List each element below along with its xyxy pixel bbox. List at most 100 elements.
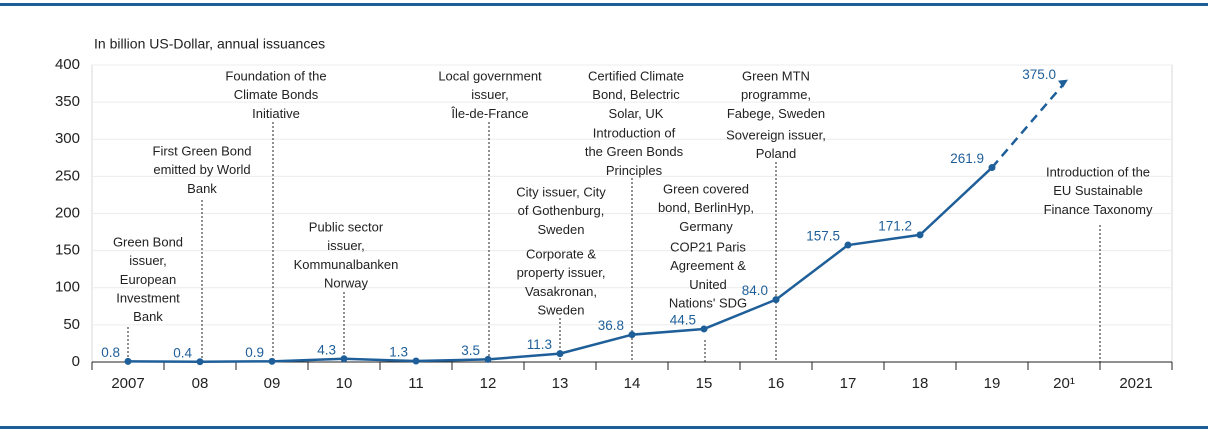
annotation-text: Green Bond: [113, 234, 183, 249]
annotation-text: Introduction of: [593, 125, 676, 140]
line-segment: [703, 298, 777, 331]
point: [196, 358, 204, 366]
x-tick-label: 16: [768, 375, 785, 392]
annotation-text: United: [689, 277, 727, 292]
x-tick-label: 14: [624, 375, 641, 392]
point: [268, 357, 276, 365]
line-segment: [343, 357, 417, 363]
annotation-text: Île-de-France: [450, 106, 528, 121]
annotation-text: emitted by World: [153, 162, 250, 177]
annotation-text: Agreement &: [670, 258, 746, 273]
point: [628, 331, 636, 339]
value-label: 375.0: [1022, 67, 1056, 82]
x-tick-label: 18: [912, 375, 929, 392]
y-tick-label: 50: [63, 316, 80, 333]
annotation-text: Sovereign issuer,: [726, 127, 826, 142]
value-label: 4.3: [317, 342, 336, 357]
line-segment: [559, 333, 633, 355]
value-label: 171.2: [878, 218, 912, 233]
line-segment: [271, 357, 345, 363]
x-tick-label: 17: [840, 375, 857, 392]
annotation-text: Sweden: [538, 222, 585, 237]
point: [916, 231, 924, 239]
value-label: 36.8: [598, 318, 624, 333]
annotation-text: property issuer,: [517, 265, 606, 280]
point: [556, 350, 564, 358]
annotation-text: Green covered: [663, 181, 749, 196]
y-tick-label: 350: [55, 93, 80, 110]
annotation-text: COP21 Paris: [670, 239, 746, 254]
annotation-text: Climate Bonds: [234, 87, 319, 102]
point: [700, 325, 708, 333]
y-tick-label: 300: [55, 130, 80, 147]
annotation-text: the Green Bonds: [585, 144, 684, 159]
axis-label: In billion US-Dollar, annual issuances: [94, 36, 325, 52]
annotation-text: Poland: [756, 146, 796, 161]
y-tick-label: 100: [55, 279, 80, 296]
annotation-text: Bank: [133, 309, 163, 324]
annotation-text: Certified Climate: [588, 68, 684, 83]
point: [340, 355, 348, 363]
x-tick-label: 08: [192, 375, 209, 392]
annotation-text: Corporate &: [526, 246, 596, 261]
annotation-text: programme,: [741, 87, 811, 102]
x-tick-label: 2007: [111, 375, 144, 392]
annotation-text: European: [120, 272, 176, 287]
annotation-text: Investment: [116, 291, 180, 306]
annotation-text: Norway: [324, 276, 369, 291]
x-tick-label: 13: [552, 375, 569, 392]
annotation-text: City issuer, City: [516, 184, 606, 199]
annotation-text: Green MTN: [742, 68, 810, 83]
x-tick-label: 19: [984, 375, 1001, 392]
value-label: 0.9: [245, 345, 264, 360]
x-tick-label: 12: [480, 375, 497, 392]
annotation-text: Introduction of the: [1046, 164, 1150, 179]
point: [988, 164, 996, 172]
value-label: 0.4: [173, 345, 192, 360]
y-tick-label: 250: [55, 167, 80, 184]
point: [772, 296, 780, 304]
x-tick-label: 2021: [1119, 375, 1152, 392]
annotation-text: Bond, Belectric: [592, 87, 680, 102]
top-rule: [0, 3, 1208, 6]
y-tick-label: 0: [72, 353, 80, 370]
value-label: 261.9: [950, 151, 984, 166]
line-segment: [487, 352, 561, 361]
annotation-text: Local government: [438, 68, 542, 83]
annotation-text: Solar, UK: [609, 106, 664, 121]
line-segment: [847, 233, 921, 247]
point: [484, 355, 492, 363]
y-tick-label: 150: [55, 242, 80, 259]
annotation-text: issuer,: [327, 238, 365, 253]
annotation-text: Germany: [679, 219, 733, 234]
line-segment: [775, 244, 849, 301]
value-label: 3.5: [461, 343, 480, 358]
value-label: 1.3: [389, 345, 408, 360]
annotation-text: issuer,: [129, 253, 167, 268]
annotation-text: EU Sustainable: [1053, 183, 1143, 198]
x-tick-label: 20¹: [1053, 375, 1075, 392]
annotation-text: Sweden: [538, 303, 585, 318]
annotation-text: Bank: [187, 181, 217, 196]
value-label: 84.0: [742, 283, 768, 298]
value-label: 0.8: [101, 345, 120, 360]
y-tick-label: 200: [55, 204, 80, 221]
value-label: 157.5: [806, 229, 840, 244]
y-tick-label: 400: [55, 56, 80, 73]
line-segment: [415, 358, 489, 363]
annotation-text: bond, BerlinHyp,: [658, 200, 754, 215]
annotation-text: Vasakronan,: [525, 284, 597, 299]
annotation-text: Public sector: [309, 219, 384, 234]
annotation-text: Initiative: [252, 106, 300, 121]
line-segment: [631, 327, 705, 336]
x-tick-label: 09: [264, 375, 281, 392]
bottom-rule: [0, 426, 1208, 429]
annotation-text: Fabege, Sweden: [727, 106, 825, 121]
annotation-text: Principles: [606, 163, 663, 178]
annotation-text: of Gothenburg,: [518, 203, 605, 218]
annotation-text: Nations' SDG: [669, 296, 747, 311]
arrow-head: [1058, 79, 1068, 88]
value-label: 11.3: [527, 337, 552, 352]
point: [412, 357, 420, 365]
